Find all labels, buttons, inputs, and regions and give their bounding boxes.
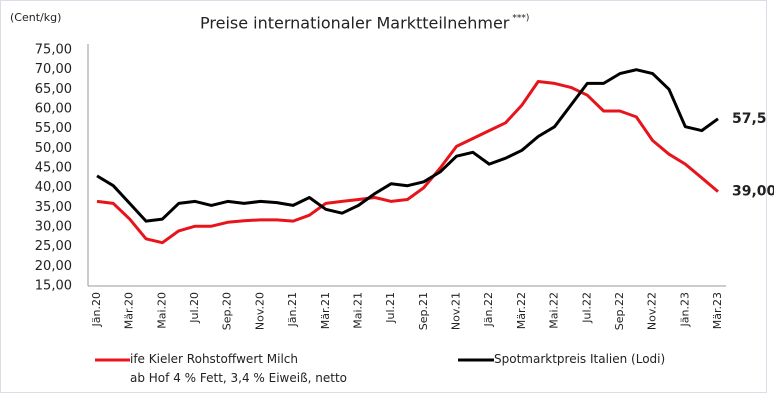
x-tick-label: Mär.20	[123, 292, 136, 329]
x-tick-label: Sep.20	[221, 292, 234, 330]
legend-label: Spotmarktpreis Italien (Lodi)	[494, 352, 666, 366]
x-tick-label: Mai.22	[548, 292, 561, 329]
y-tick-label: 75,00	[35, 43, 72, 58]
frame	[0, 0, 767, 393]
y-tick-label: 45,00	[35, 161, 72, 176]
legend-label: ife Kieler Rohstoffwert Milch ab Hof 4 %…	[130, 352, 348, 385]
y-tick-label: 65,00	[35, 82, 72, 97]
x-tick-label: Jän.23	[678, 292, 691, 327]
y-tick-label: 55,00	[35, 121, 72, 136]
series-line	[96, 68, 719, 223]
y-axis-label: (Cent/kg)	[10, 11, 61, 24]
y-tick-label: 35,00	[35, 200, 72, 215]
y-tick-label: 40,00	[35, 180, 72, 195]
x-tick-label: Mär.22	[515, 292, 528, 329]
x-tick-label: Sep.22	[613, 292, 626, 330]
x-tick-label: Mär.21	[319, 292, 332, 329]
x-tick-label: Mai.21	[351, 292, 364, 329]
y-tick-label: 20,00	[35, 259, 72, 274]
x-tick-label: Jän.22	[482, 292, 495, 327]
chart-title: Preise internationaler Marktteilnehmer	[200, 14, 510, 33]
x-tick-label: Mär.23	[711, 292, 724, 329]
y-tick-label: 70,00	[35, 62, 72, 77]
x-tick-label: Jul.21	[384, 292, 397, 324]
x-tick-label: Jul.20	[188, 292, 201, 324]
data-label: 57,5	[732, 111, 767, 127]
x-tick-label: Jän.21	[286, 292, 299, 327]
y-tick-label: 15,00	[35, 279, 72, 294]
x-tick-label: Sep.21	[417, 292, 430, 330]
x-tick-label: Mai.20	[155, 292, 168, 329]
x-tick-label: Nov.20	[253, 292, 266, 330]
data-label: 39,00	[732, 184, 774, 200]
y-tick-label: 30,00	[35, 220, 72, 235]
y-tick-label: 25,00	[35, 239, 72, 254]
y-tick-label: 60,00	[35, 102, 72, 117]
title-note: ***)	[512, 14, 529, 24]
x-tick-label: Nov.21	[450, 292, 463, 330]
y-tick-label: 50,00	[35, 141, 72, 156]
x-tick-label: Nov.22	[646, 292, 659, 330]
x-tick-label: Jän.20	[90, 292, 103, 327]
x-tick-label: Jul.22	[580, 292, 593, 324]
series-line	[96, 80, 719, 245]
